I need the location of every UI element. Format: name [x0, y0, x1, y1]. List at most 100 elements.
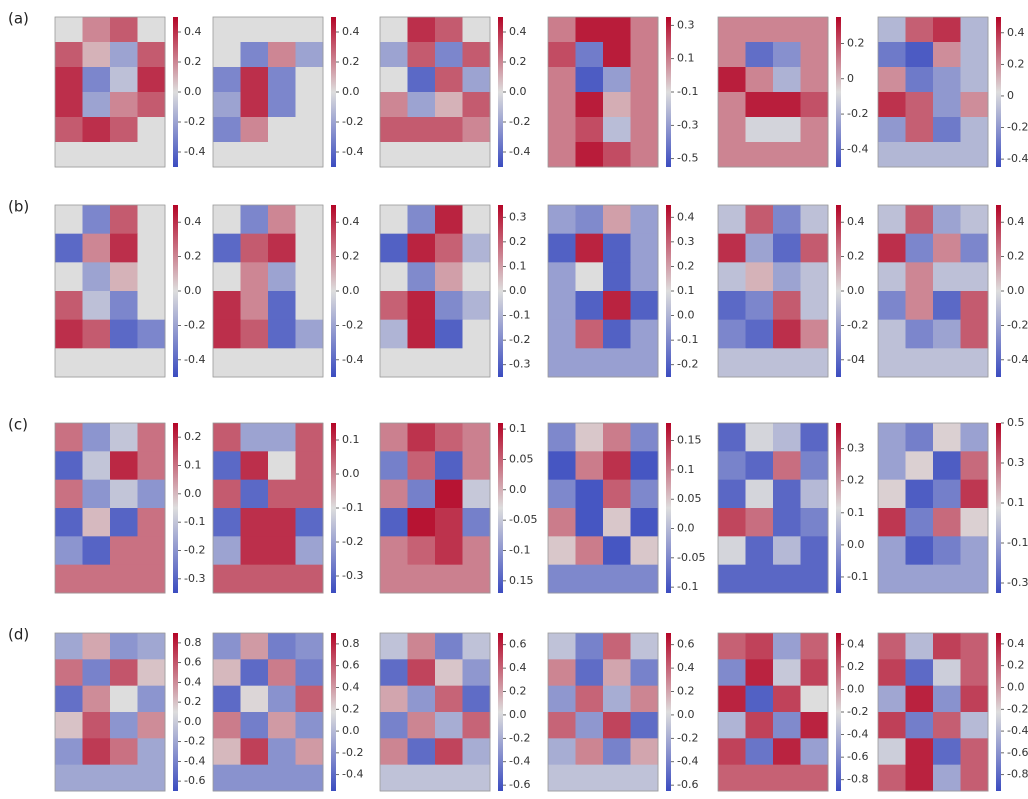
heatmap-cell: [296, 320, 324, 349]
heatmap-cell: [906, 291, 934, 320]
heatmap-cell: [878, 508, 906, 537]
heatmap-cell: [83, 765, 111, 792]
heatmap-cell: [463, 536, 491, 565]
colorbar-tick-label: -0.4: [1007, 724, 1028, 737]
colorbar-tick-label: -0.2: [342, 115, 363, 128]
heatmap-cell: [110, 659, 138, 686]
heatmap-cell: [801, 117, 829, 143]
heatmap-cell: [718, 262, 746, 291]
colorbar: [173, 205, 178, 377]
heatmap-cell: [746, 686, 774, 713]
colorbar-tick-label: 0.2: [509, 685, 527, 698]
colorbar-tick-label: -0.4: [342, 145, 363, 158]
heatmap-cell: [801, 320, 829, 349]
heatmap-cell: [83, 92, 111, 118]
heatmap-cell: [296, 142, 324, 168]
heatmap-cell: [435, 686, 463, 713]
colorbar-tick-label: -0.1: [509, 544, 530, 557]
colorbar-tick-label: 0.0: [184, 487, 202, 500]
heatmap-cell: [55, 712, 83, 739]
heatmap-cell: [746, 659, 774, 686]
heatmap-cell: [110, 686, 138, 713]
heatmap-cell: [746, 633, 774, 660]
colorbar: [173, 423, 178, 593]
heatmap-cell: [576, 92, 604, 118]
heatmap-cell: [463, 348, 491, 377]
heatmap-cell: [296, 712, 324, 739]
colorbar-tick-label: -0.2: [677, 358, 698, 371]
heatmap-cell: [296, 659, 324, 686]
heatmap-cell: [576, 17, 604, 43]
heatmap-cell: [773, 659, 801, 686]
heatmap-cell: [55, 738, 83, 765]
heatmap-cell: [801, 480, 829, 509]
heatmap-cell: [801, 508, 829, 537]
heatmap-cell: [773, 262, 801, 291]
heatmap-cell: [435, 205, 463, 234]
heatmap-cell: [110, 423, 138, 452]
colorbar-tick-label: 0.2: [677, 259, 695, 272]
heatmap-cell: [380, 738, 408, 765]
colorbar-tick-label: -0.05: [677, 551, 705, 564]
heatmap-cell: [110, 42, 138, 68]
heatmap-cell: [548, 262, 576, 291]
heatmap-cell: [435, 659, 463, 686]
colorbar-tick-label: 0.2: [342, 250, 360, 263]
colorbar-tick-label: 0.1: [847, 506, 865, 519]
heatmap-cell: [576, 423, 604, 452]
colorbar: [331, 423, 336, 593]
heatmap-cell: [961, 451, 989, 480]
colorbar-tick-label: 0.0: [342, 85, 360, 98]
heatmap-cell: [55, 291, 83, 320]
heatmap-cell: [906, 451, 934, 480]
colorbar: [836, 17, 841, 167]
heatmap-cell: [746, 712, 774, 739]
heatmap-cell: [380, 67, 408, 93]
heatmap-cell: [906, 508, 934, 537]
heatmap-cell: [55, 42, 83, 68]
colorbar-tick-label: 0.15: [509, 574, 534, 587]
colorbar-tick-label: 0.2: [1007, 250, 1025, 263]
heatmap-cell: [631, 205, 659, 234]
heatmap-cell: [548, 765, 576, 792]
heatmap-cell: [773, 348, 801, 377]
heatmap-cell: [83, 712, 111, 739]
colorbar-tick-label: 0.4: [342, 680, 360, 693]
colorbar-tick-label: 0.4: [847, 215, 865, 228]
heatmap-cell: [138, 712, 166, 739]
heatmap-cell: [576, 67, 604, 93]
colorbar: [666, 17, 671, 167]
heatmap-cell: [241, 142, 269, 168]
heatmap-cell: [408, 765, 436, 792]
panel-label: (b): [8, 198, 29, 216]
heatmap-cell: [746, 142, 774, 168]
colorbar: [666, 423, 671, 593]
heatmap-cell: [603, 633, 631, 660]
heatmap-cell: [138, 262, 166, 291]
colorbar-tick-label: 0.1: [677, 284, 695, 297]
colorbar-tick-label: 0.4: [1007, 26, 1025, 39]
colorbar-tick-label: 0.2: [184, 430, 202, 443]
heatmap-cell: [138, 234, 166, 263]
colorbar-tick-label: 0.4: [1007, 637, 1025, 650]
heatmap-cell: [933, 565, 961, 594]
colorbar-tick-label: -0.6: [847, 750, 868, 763]
heatmap-cell: [463, 117, 491, 143]
heatmap-cell: [548, 205, 576, 234]
heatmap-cell: [138, 320, 166, 349]
colorbar-tick-label: -0.2: [342, 535, 363, 548]
heatmap-cell: [801, 712, 829, 739]
heatmap-cell: [746, 42, 774, 68]
heatmap-cell: [268, 205, 296, 234]
panel-label: (c): [8, 416, 28, 434]
heatmap-cell: [463, 42, 491, 68]
colorbar: [996, 205, 1001, 377]
heatmap-cell: [773, 320, 801, 349]
colorbar: [498, 633, 503, 791]
colorbar-tick-label: -0.6: [509, 778, 530, 791]
colorbar-tick-label: -0.2: [184, 544, 205, 557]
heatmap-cell: [241, 633, 269, 660]
colorbar-tick-label: 0.6: [509, 638, 527, 651]
heatmap-cell: [576, 451, 604, 480]
heatmap-cell: [801, 262, 829, 291]
